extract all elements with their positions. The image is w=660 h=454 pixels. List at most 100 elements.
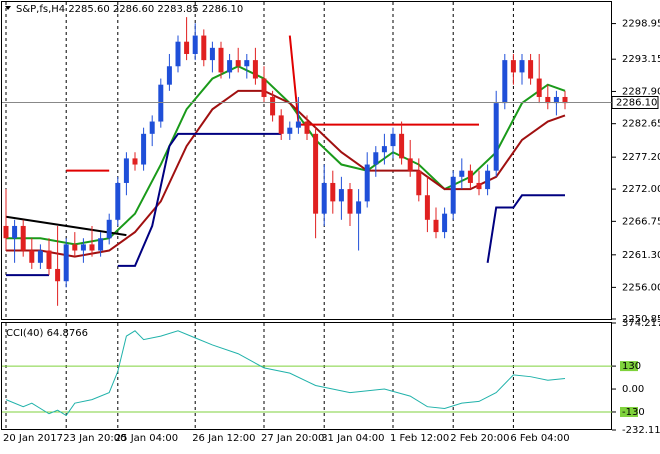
y-tick-label: 2250.85 bbox=[622, 314, 660, 325]
y-tick-label: 2282.65 bbox=[622, 119, 660, 130]
candle-body bbox=[46, 250, 52, 269]
candle-body bbox=[562, 96, 568, 104]
candle-body bbox=[132, 158, 138, 165]
candle-body bbox=[3, 225, 9, 239]
last-price-box bbox=[611, 95, 659, 109]
candle-body bbox=[553, 96, 559, 104]
y-tick-label: 2272.00 bbox=[622, 184, 660, 195]
y-tick-label: 2266.75 bbox=[622, 216, 660, 227]
cci-tick-label: 374.2177 bbox=[622, 318, 660, 329]
candle-body bbox=[270, 96, 276, 116]
candle-body bbox=[510, 60, 516, 73]
menu-arrow bbox=[5, 6, 11, 10]
candle-body bbox=[347, 189, 353, 214]
cci-tick-label: 0.00 bbox=[622, 384, 644, 395]
indicator-line bbox=[6, 89, 566, 258]
candle-body bbox=[192, 35, 198, 54]
candle-body bbox=[20, 225, 26, 251]
candle-body bbox=[330, 182, 336, 202]
candle-body bbox=[89, 244, 95, 251]
x-tick-label: 23 Jan 20:00 bbox=[63, 433, 126, 444]
candle-body bbox=[416, 170, 422, 196]
candle-body bbox=[278, 115, 284, 134]
candle-body bbox=[106, 219, 112, 239]
y-tick-label: 2261.30 bbox=[622, 250, 660, 261]
last-price-label: 2286.10 bbox=[616, 97, 657, 108]
indicator-line bbox=[66, 35, 479, 172]
x-tick-label: 25 Jan 04:00 bbox=[115, 433, 178, 444]
candle-body bbox=[252, 60, 258, 79]
x-tick-label: 2 Feb 20:00 bbox=[450, 433, 509, 444]
x-tick-label: 27 Jan 20:00 bbox=[261, 433, 324, 444]
candle-body bbox=[209, 47, 215, 61]
candle-body bbox=[493, 103, 499, 171]
x-tick-label: 1 Feb 12:00 bbox=[390, 433, 449, 444]
cci-tick-label: -130 bbox=[622, 407, 645, 418]
y-tick-label: 2293.15 bbox=[622, 54, 660, 65]
candle-body bbox=[227, 60, 233, 73]
candle-body bbox=[476, 182, 482, 190]
cci-panel bbox=[1, 322, 612, 430]
candle-body bbox=[123, 158, 129, 183]
candle-body bbox=[261, 78, 267, 97]
candle-body bbox=[12, 225, 18, 239]
header: S&P,fs,H4 2285.60 2286.60 2283.85 2286.1… bbox=[16, 4, 243, 15]
candle-body bbox=[459, 170, 465, 177]
cci-line bbox=[5, 330, 566, 417]
x-tick-label: 26 Jan 12:00 bbox=[192, 433, 255, 444]
candle-body bbox=[72, 244, 78, 251]
indicator-line bbox=[6, 132, 565, 277]
candle-body bbox=[424, 195, 430, 220]
candle-body bbox=[433, 219, 439, 233]
candle-body bbox=[175, 41, 181, 67]
candle-body bbox=[450, 176, 456, 214]
y-tick-label: 2287.90 bbox=[622, 86, 660, 97]
candle-body bbox=[115, 182, 121, 220]
candle-body bbox=[519, 60, 525, 73]
cci-tick-label: 130 bbox=[622, 361, 641, 372]
candle-body bbox=[545, 96, 551, 104]
candle-body bbox=[98, 238, 104, 251]
candle-body bbox=[442, 213, 448, 233]
candle-body bbox=[467, 170, 473, 183]
candle-body bbox=[184, 41, 190, 54]
y-tick-label: 2277.20 bbox=[622, 152, 660, 163]
candle-body bbox=[141, 133, 147, 165]
candle-body bbox=[218, 47, 224, 73]
candle-body bbox=[364, 164, 370, 202]
y-tick-label: 2298.95 bbox=[622, 19, 660, 30]
candle-body bbox=[166, 66, 172, 85]
cci-level-box bbox=[620, 361, 638, 372]
candle-body bbox=[321, 182, 327, 214]
candle-body bbox=[55, 268, 61, 282]
candle-body bbox=[80, 244, 86, 251]
candle-body bbox=[37, 250, 43, 263]
candle-body bbox=[528, 60, 534, 79]
indicator-line bbox=[6, 65, 566, 246]
candle-body bbox=[399, 133, 405, 159]
x-tick-label: 6 Feb 04:00 bbox=[510, 433, 569, 444]
candle-body bbox=[244, 60, 250, 67]
candle-body bbox=[407, 158, 413, 171]
y-tick-label: 2256.00 bbox=[622, 282, 660, 293]
candle-body bbox=[502, 60, 508, 104]
candle-body bbox=[63, 244, 69, 282]
candle-body bbox=[295, 121, 301, 128]
candle-body bbox=[390, 133, 396, 147]
candle-body bbox=[235, 60, 241, 67]
main-panel bbox=[1, 1, 612, 320]
candle-body bbox=[381, 146, 387, 153]
candle-body bbox=[338, 189, 344, 202]
candle-body bbox=[287, 127, 293, 134]
cci-title: CCI(40) 64.8766 bbox=[6, 328, 88, 339]
candle-body bbox=[29, 250, 35, 263]
cci-level-box bbox=[620, 406, 638, 417]
candle-body bbox=[313, 133, 319, 214]
x-tick-label: 31 Jan 04:00 bbox=[321, 433, 384, 444]
candle-body bbox=[158, 84, 164, 122]
candle-body bbox=[356, 201, 362, 214]
candle-body bbox=[485, 170, 491, 190]
candle-body bbox=[536, 78, 542, 97]
